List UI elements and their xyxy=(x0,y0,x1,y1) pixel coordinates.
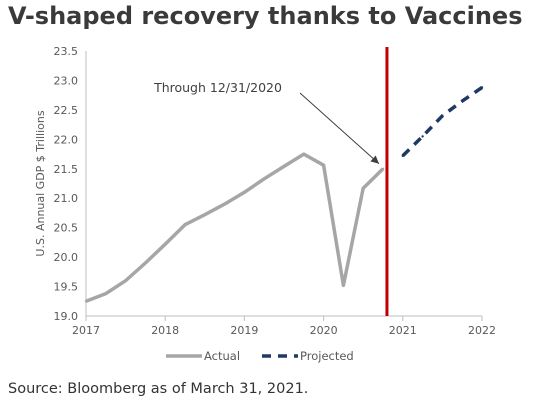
series-line-projected xyxy=(401,86,483,158)
data-point-actual xyxy=(183,223,187,226)
x-tick-label: 2018 xyxy=(151,324,179,337)
y-tick-label: 22.5 xyxy=(54,104,79,117)
data-point-actual xyxy=(381,167,385,170)
source-note: Source: Bloomberg as of March 31, 2021. xyxy=(8,381,309,397)
data-point-projected xyxy=(461,99,464,103)
data-point-projected xyxy=(401,154,404,158)
data-point-actual xyxy=(263,177,266,180)
y-tick-label: 19.0 xyxy=(54,310,79,323)
data-point-projected xyxy=(480,86,484,89)
annotation-arrow-head xyxy=(370,155,379,164)
data-point-actual xyxy=(223,202,226,206)
data-point-actual xyxy=(243,191,246,194)
data-point-actual xyxy=(302,152,305,156)
data-point-actual xyxy=(84,300,88,303)
data-point-actual xyxy=(164,242,167,246)
y-tick-label: 22.0 xyxy=(54,133,79,146)
data-point-actual xyxy=(322,164,325,167)
legend-label-actual: Actual xyxy=(204,349,240,363)
data-point-actual xyxy=(282,165,286,168)
y-tick-label: 23.5 xyxy=(54,45,79,58)
chart-title: V-shaped recovery thanks to Vaccines xyxy=(8,2,523,30)
y-tick-label: 20.0 xyxy=(54,251,79,264)
data-point-actual xyxy=(124,279,127,282)
data-point-actual xyxy=(362,187,365,190)
y-tick-label: 19.5 xyxy=(54,281,79,294)
y-tick-label: 21.0 xyxy=(54,192,79,205)
data-point-actual xyxy=(203,213,206,216)
y-tick-label: 21.5 xyxy=(54,163,79,176)
x-tick-label: 2019 xyxy=(230,324,258,337)
y-axis-label: U.S. Annual GDP $ Trillions xyxy=(34,110,47,256)
x-tick-label: 2022 xyxy=(468,324,496,337)
data-point-actual xyxy=(104,292,108,295)
legend-label-projected: Projected xyxy=(300,349,354,363)
annotation-label: Through 12/31/2020 xyxy=(153,80,282,95)
data-point-projected xyxy=(421,135,424,138)
y-tick-label: 20.5 xyxy=(54,222,79,235)
y-tick-label: 23.0 xyxy=(54,74,79,87)
data-point-actual xyxy=(342,284,345,287)
annotation-arrow-line xyxy=(299,92,380,165)
x-tick-label: 2021 xyxy=(389,324,417,337)
series-line-actual xyxy=(85,152,385,303)
x-tick-label: 2017 xyxy=(72,324,100,337)
x-tick-label: 2020 xyxy=(310,324,338,337)
data-point-actual xyxy=(144,261,147,265)
data-point-projected xyxy=(441,114,444,117)
